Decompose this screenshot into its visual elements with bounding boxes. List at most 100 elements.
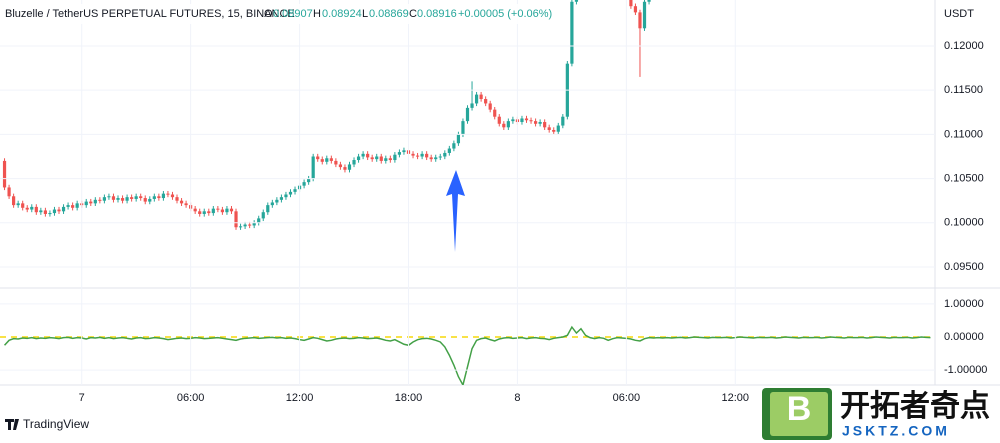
candle-body <box>34 206 38 213</box>
candle-body <box>343 167 347 170</box>
ohlc-label: O <box>264 8 273 20</box>
candle-body <box>152 196 156 199</box>
candle-body <box>125 197 129 201</box>
candle-body <box>284 194 288 198</box>
watermark-letter: B <box>787 390 812 428</box>
ohlc-value: 0.08916 <box>417 8 457 20</box>
candle-body <box>484 99 488 104</box>
candle-body <box>366 153 370 158</box>
candle-body <box>225 208 229 213</box>
y-tick-label: 0.10500 <box>944 173 984 185</box>
y-tick-label: 0.09500 <box>944 261 984 273</box>
x-tick-label: 7 <box>79 392 85 404</box>
candle-body <box>12 196 16 206</box>
candle-body <box>120 198 125 201</box>
candle-body <box>429 157 433 160</box>
candle-body <box>465 107 470 122</box>
candle-body <box>456 134 461 144</box>
x-tick-label: 06:00 <box>177 392 205 404</box>
logo-icon <box>5 419 19 430</box>
candle-body <box>279 197 284 200</box>
candle-body <box>420 153 424 157</box>
candle-body <box>261 212 265 219</box>
candle-body <box>452 143 456 149</box>
candle-body <box>443 152 447 157</box>
price-pane <box>2 0 651 230</box>
candle-body <box>130 197 134 199</box>
candle-body <box>533 121 538 124</box>
candle-body <box>48 213 52 215</box>
candle-body <box>193 208 197 212</box>
indicator-line <box>3 325 931 385</box>
candle-body <box>148 198 152 202</box>
candle-body <box>25 207 29 210</box>
candle-body <box>633 6 638 13</box>
candle-body <box>202 211 206 214</box>
candle-body <box>642 1 647 29</box>
candle-body <box>157 196 161 199</box>
candle-body <box>30 206 34 210</box>
x-tick-label: 18:00 <box>395 392 423 404</box>
currency: USDT <box>944 8 974 20</box>
symbol: Bluzelle / TetherUS PERPETUAL FUTURES, 1… <box>5 8 295 20</box>
y-tick-label: 0.00000 <box>944 331 984 343</box>
candle-body <box>438 156 442 158</box>
legend-header: Bluzelle / TetherUS PERPETUAL FUTURES, 1… <box>0 4 552 24</box>
watermark-logo-inner <box>770 392 828 436</box>
candle-body <box>270 202 274 206</box>
candle-body <box>248 224 252 226</box>
candle-body <box>393 154 397 161</box>
candle-body <box>425 153 429 158</box>
candle-body <box>302 182 306 186</box>
candle-body <box>543 122 547 128</box>
x-tick-label: 12:00 <box>722 392 750 404</box>
ohlc-value: 0.08869 <box>369 8 409 20</box>
candle-body <box>538 122 542 124</box>
candle-body <box>379 156 383 161</box>
candle-body <box>243 224 247 227</box>
candle-body <box>316 156 320 160</box>
candle-body <box>570 1 574 64</box>
candle-body <box>43 210 47 214</box>
candle-body <box>293 189 297 192</box>
candle-body <box>52 209 57 214</box>
candle-body <box>234 211 238 228</box>
candle-body <box>21 203 25 208</box>
candle-body <box>329 158 333 161</box>
candle-body <box>493 109 497 117</box>
candle-body <box>238 226 243 228</box>
candle-body <box>16 203 20 206</box>
candle-body <box>415 155 420 157</box>
candle-body <box>184 203 188 206</box>
candle-body <box>347 164 352 170</box>
candle-body <box>334 160 338 165</box>
candle-body <box>57 209 61 212</box>
y-tick-label: 1.00000 <box>944 298 984 310</box>
candle-body <box>89 201 93 204</box>
watermark-title: 开拓者奇点 <box>840 390 990 423</box>
candle-body <box>170 194 175 198</box>
candle-body <box>229 208 234 212</box>
candle-body <box>397 152 402 155</box>
candle-body <box>338 164 343 168</box>
candle-body <box>552 129 556 132</box>
candle-body <box>220 209 225 213</box>
x-tick-label: 06:00 <box>613 392 641 404</box>
candle-body <box>511 119 515 122</box>
candle-body <box>111 196 116 200</box>
candle-body <box>470 103 474 108</box>
candle-body <box>402 150 406 153</box>
candle-body <box>257 218 261 223</box>
candle-body <box>384 158 388 161</box>
candle-body <box>266 205 270 213</box>
header-bg <box>0 4 545 24</box>
x-tick-label: 12:00 <box>286 392 314 404</box>
candle-body <box>288 191 293 195</box>
candle-body <box>307 178 311 183</box>
x-tick-label: 8 <box>514 392 520 404</box>
ohlc-label: L <box>362 8 368 20</box>
candle-body <box>461 121 465 135</box>
candle-body <box>556 125 560 132</box>
candle-body <box>529 120 533 122</box>
